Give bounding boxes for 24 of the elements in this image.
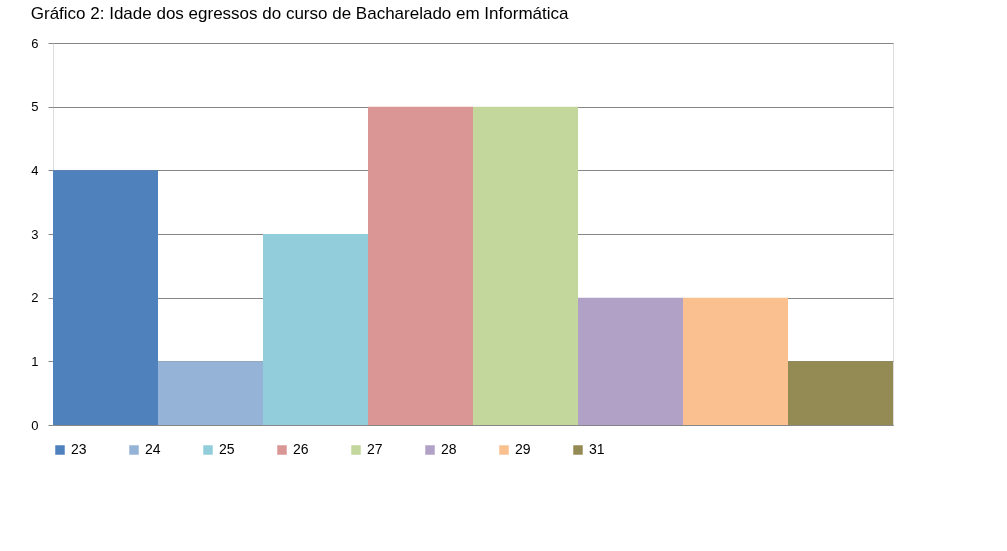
y-tick-label: 1 [31, 353, 39, 369]
y-tick-label: 3 [31, 226, 39, 242]
bar [263, 234, 368, 425]
y-tick-label: 2 [31, 290, 39, 306]
bar [473, 106, 578, 425]
bar [578, 297, 683, 425]
y-tick-label: 4 [31, 162, 39, 178]
legend-label: 24 [145, 441, 161, 457]
bar [158, 361, 263, 425]
legend-label: 28 [441, 441, 457, 457]
bar [788, 361, 893, 425]
chart-title: Gráfico 2: Idade dos egressos do curso de Bacharelado em Informática [30, 4, 569, 23]
legend-label: 27 [367, 441, 383, 457]
legend-label: 25 [219, 441, 235, 457]
legend-label: 31 [589, 441, 605, 457]
y-tick-label: 6 [31, 35, 39, 51]
legend-label: 23 [71, 441, 87, 457]
bar [368, 106, 473, 425]
legend-label: 26 [293, 441, 309, 457]
bar [53, 170, 158, 425]
y-tick-label: 0 [31, 417, 39, 433]
y-tick-label: 5 [31, 99, 39, 115]
legend-label: 29 [515, 441, 531, 457]
bar [683, 297, 788, 425]
